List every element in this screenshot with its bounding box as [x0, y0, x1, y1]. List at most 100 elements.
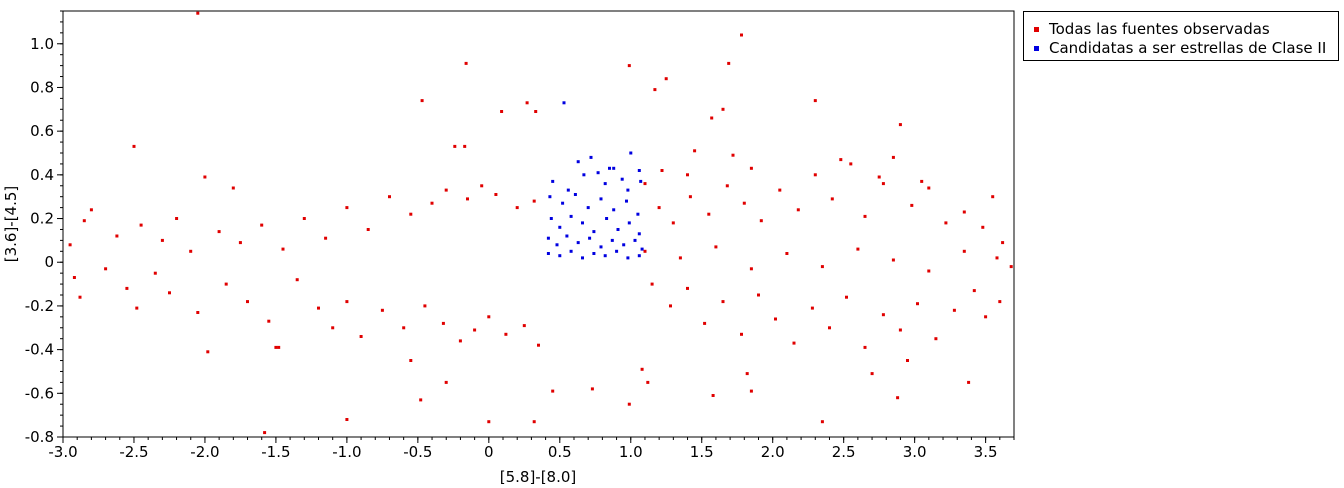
data-point [582, 173, 586, 177]
data-point [82, 219, 86, 223]
y-tick-label: 1.0 [30, 35, 54, 53]
data-point [487, 315, 491, 319]
data-point [551, 179, 555, 183]
data-point [260, 223, 264, 227]
data-point [616, 228, 620, 231]
data-point [745, 372, 749, 376]
data-point [910, 203, 914, 207]
data-point [135, 306, 139, 310]
data-point [620, 177, 624, 181]
points-layer [68, 11, 1013, 435]
series-0 [68, 11, 1013, 435]
data-point [522, 324, 526, 328]
data-point [637, 169, 641, 172]
data-point [608, 166, 611, 170]
data-point [612, 208, 616, 212]
data-point [891, 155, 895, 159]
axes-layer: -3.0 -2.5 -2.0 -1.5 -1.0 -0.5 0 0.5 1.0 1.5 2.0 2.5… [25, 10, 1015, 461]
data-point [820, 265, 824, 269]
data-point [409, 359, 413, 362]
data-point [612, 166, 616, 170]
x-tick-label: 3.0 [903, 443, 927, 461]
data-point [189, 249, 193, 253]
data-point [863, 214, 867, 218]
data-point [920, 179, 924, 183]
data-point [267, 319, 271, 323]
data-point [962, 249, 966, 253]
data-point [388, 195, 391, 199]
data-point [927, 269, 931, 273]
data-point [441, 321, 445, 325]
data-point [693, 149, 697, 153]
data-point [586, 206, 590, 210]
data-point [420, 99, 424, 103]
data-point [749, 267, 753, 271]
data-point [615, 249, 619, 253]
data-point [669, 304, 672, 308]
data-point [281, 247, 285, 251]
data-point [302, 217, 306, 220]
data-point [566, 188, 570, 192]
data-point [995, 256, 999, 260]
data-point [870, 372, 874, 376]
data-point [596, 171, 600, 175]
data-point [366, 228, 370, 231]
data-point [643, 249, 647, 253]
data-point [810, 306, 814, 310]
data-point [881, 313, 885, 317]
data-point [68, 243, 72, 247]
data-point [688, 195, 692, 199]
data-point [640, 247, 644, 251]
data-point [599, 245, 603, 249]
data-point [686, 286, 689, 290]
data-point [749, 389, 753, 393]
data-point [324, 236, 328, 240]
data-point [610, 238, 614, 242]
data-point [653, 88, 657, 92]
data-point [562, 101, 566, 105]
data-point [115, 234, 119, 238]
data-point [671, 221, 675, 225]
data-point [646, 380, 650, 384]
data-point [991, 195, 995, 199]
legend-item-class-ii: Candidatas a ser estrellas de Clase II [1034, 38, 1326, 58]
data-point [727, 61, 731, 65]
data-point [839, 158, 843, 162]
plot-frame [62, 10, 1015, 438]
x-tick-label: 0.5 [548, 443, 572, 461]
data-point [423, 304, 427, 308]
data-point [856, 247, 860, 251]
legend-label: Todas las fuentes observadas [1049, 20, 1270, 38]
legend-item-all-sources: Todas las fuentes observadas [1034, 19, 1270, 39]
data-point [749, 166, 753, 170]
data-point [263, 431, 267, 435]
data-point [731, 153, 735, 157]
data-point [196, 311, 200, 314]
data-point [537, 343, 540, 347]
data-point [546, 236, 550, 240]
y-tick-label: -0.4 [25, 341, 54, 359]
data-point [981, 225, 985, 229]
data-point [546, 252, 550, 255]
data-point [246, 300, 249, 304]
data-point [849, 162, 853, 166]
data-point [813, 173, 817, 177]
data-point [906, 359, 909, 362]
data-point [444, 188, 448, 192]
x-tick-label: 2.5 [832, 443, 856, 461]
data-point [555, 243, 559, 247]
data-point [576, 160, 580, 164]
y-tick-label: 0.4 [30, 166, 54, 184]
data-point [525, 101, 529, 105]
data-point [657, 206, 661, 210]
data-point [532, 420, 536, 424]
data-point [453, 144, 457, 148]
data-point [589, 155, 593, 159]
data-point [962, 210, 966, 214]
data-point [500, 110, 504, 113]
x-tick-label: -0.5 [403, 443, 432, 461]
data-point [561, 201, 565, 205]
data-point [740, 33, 743, 37]
data-point [891, 258, 895, 262]
data-point [217, 230, 221, 234]
